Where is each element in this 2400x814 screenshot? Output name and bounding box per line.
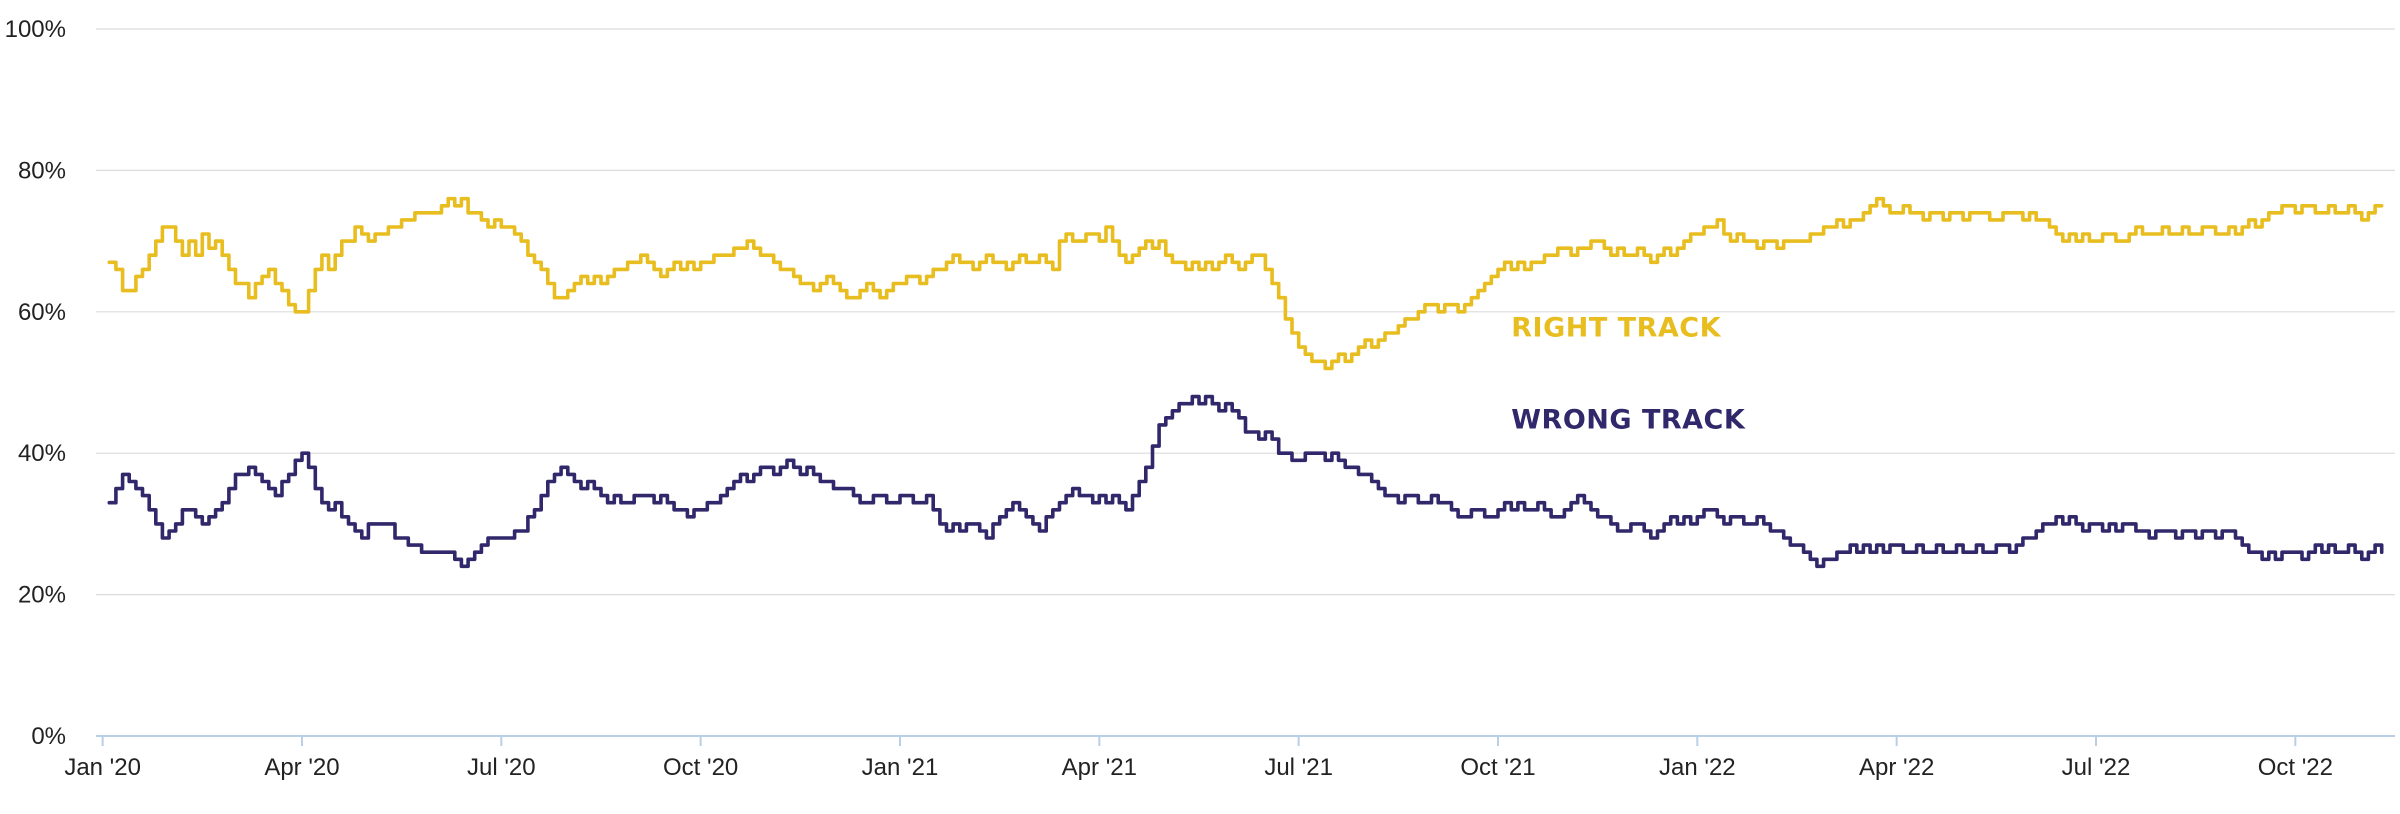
series-lines bbox=[107, 196, 2384, 569]
x-tick-label: Jan '21 bbox=[862, 754, 939, 781]
series-line-right-track bbox=[107, 196, 2384, 371]
x-tick-label: Oct '22 bbox=[2258, 754, 2333, 781]
axes: 0% 20% 40% 60% 80% 100% Jan '20 Apr '20 Jul '20 O… bbox=[5, 16, 2395, 781]
x-tick-label: Apr '20 bbox=[264, 754, 339, 781]
series-line-wrong-track bbox=[107, 394, 2384, 569]
x-tick-label: Jul '20 bbox=[467, 754, 536, 781]
series-labels: RIGHT TRACK WRONG TRACK bbox=[1511, 313, 1746, 436]
x-tick-label: Jul '21 bbox=[1264, 754, 1333, 781]
gridlines bbox=[96, 28, 2395, 596]
series-label-wrong-track: WRONG TRACK bbox=[1511, 404, 1746, 435]
x-tick-label: Jan '20 bbox=[64, 754, 141, 781]
y-tick-label: 80% bbox=[18, 157, 66, 184]
x-tick-label: Apr '22 bbox=[1859, 754, 1934, 781]
x-tick-label: Jan '22 bbox=[1659, 754, 1736, 781]
y-tick-label: 100% bbox=[5, 16, 66, 43]
y-tick-label: 20% bbox=[18, 582, 66, 609]
x-tick-label: Apr '21 bbox=[1062, 754, 1137, 781]
x-tick-label: Jul '22 bbox=[2062, 754, 2131, 781]
series-label-right-track: RIGHT TRACK bbox=[1511, 313, 1721, 344]
x-tick-label: Oct '20 bbox=[663, 754, 738, 781]
y-tick-label: 0% bbox=[31, 723, 66, 750]
y-tick-label: 60% bbox=[18, 299, 66, 326]
x-tick-label: Oct '21 bbox=[1460, 754, 1535, 781]
y-tick-label: 40% bbox=[18, 440, 66, 467]
